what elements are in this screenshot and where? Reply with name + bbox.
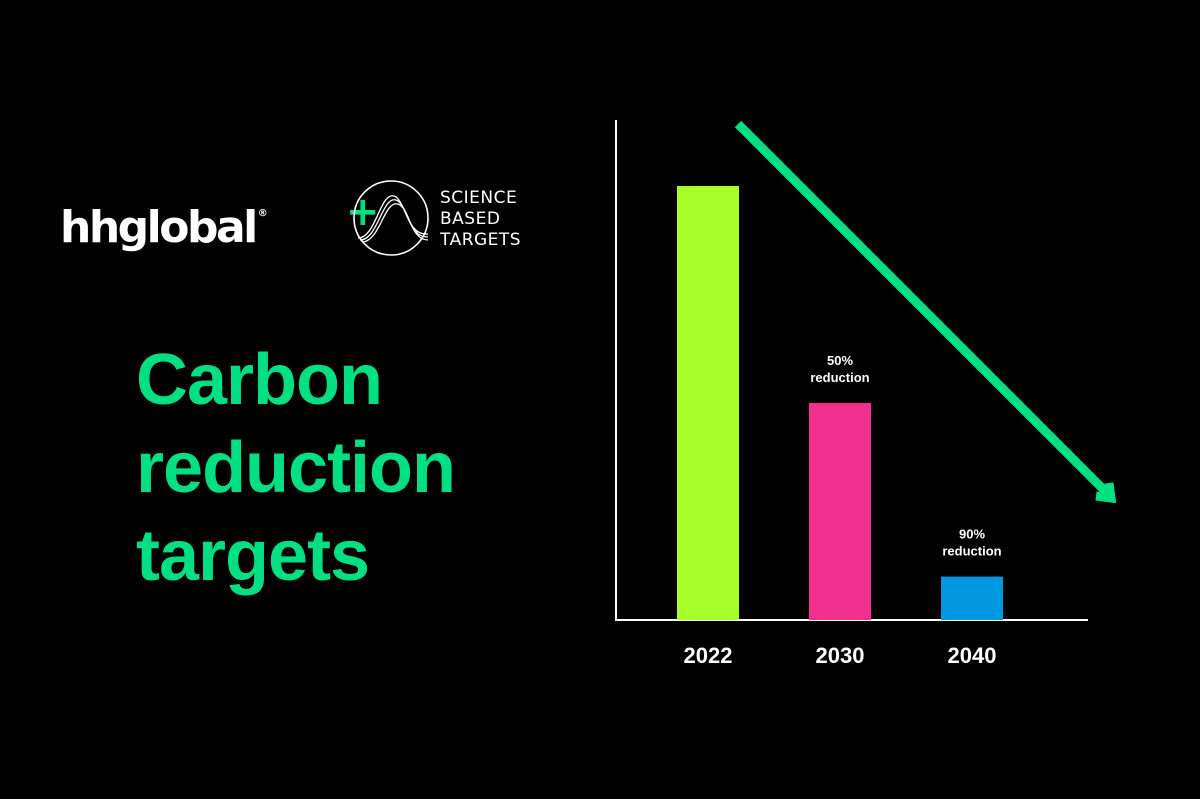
- data-label-2040-line-1: 90%: [959, 527, 985, 542]
- hh-global-logo-text: hhglobal: [60, 202, 258, 253]
- science-based-targets-wordmark: SCIENCE BASED TARGETS: [440, 188, 521, 251]
- headline-line-1: Carbon: [136, 340, 383, 420]
- data-label-2030-line-2: reduction: [810, 370, 869, 385]
- x-tick-label-2030: 2030: [816, 643, 865, 668]
- sbt-line-3: TARGETS: [440, 230, 522, 250]
- x-tick-label-2040: 2040: [948, 643, 997, 668]
- headline: Carbon reduction targets: [136, 336, 456, 600]
- headline-line-2: reduction: [136, 428, 456, 508]
- logo-row: hhglobal ® + SCIENCE BASED TARGETS: [60, 178, 580, 258]
- bar-2030: [809, 403, 871, 620]
- x-tick-label-2022: 2022: [684, 643, 733, 668]
- bar-2022: [677, 186, 739, 620]
- headline-line-3: targets: [136, 516, 370, 596]
- bar-2040: [941, 576, 1003, 620]
- registered-mark: ®: [257, 208, 268, 219]
- trend-arrow-head-icon: [1095, 482, 1117, 504]
- sbt-line-2: BASED: [440, 209, 501, 229]
- plus-sign: +: [346, 189, 380, 235]
- trend-arrow-shaft: [734, 120, 1110, 496]
- data-label-2030-line-1: 50%: [827, 353, 853, 368]
- sbt-line-1: SCIENCE: [440, 188, 518, 208]
- hh-global-logo: hhglobal ®: [60, 192, 268, 250]
- data-label-2040-line-2: reduction: [942, 544, 1001, 559]
- science-based-targets-emblem-icon: [353, 180, 429, 256]
